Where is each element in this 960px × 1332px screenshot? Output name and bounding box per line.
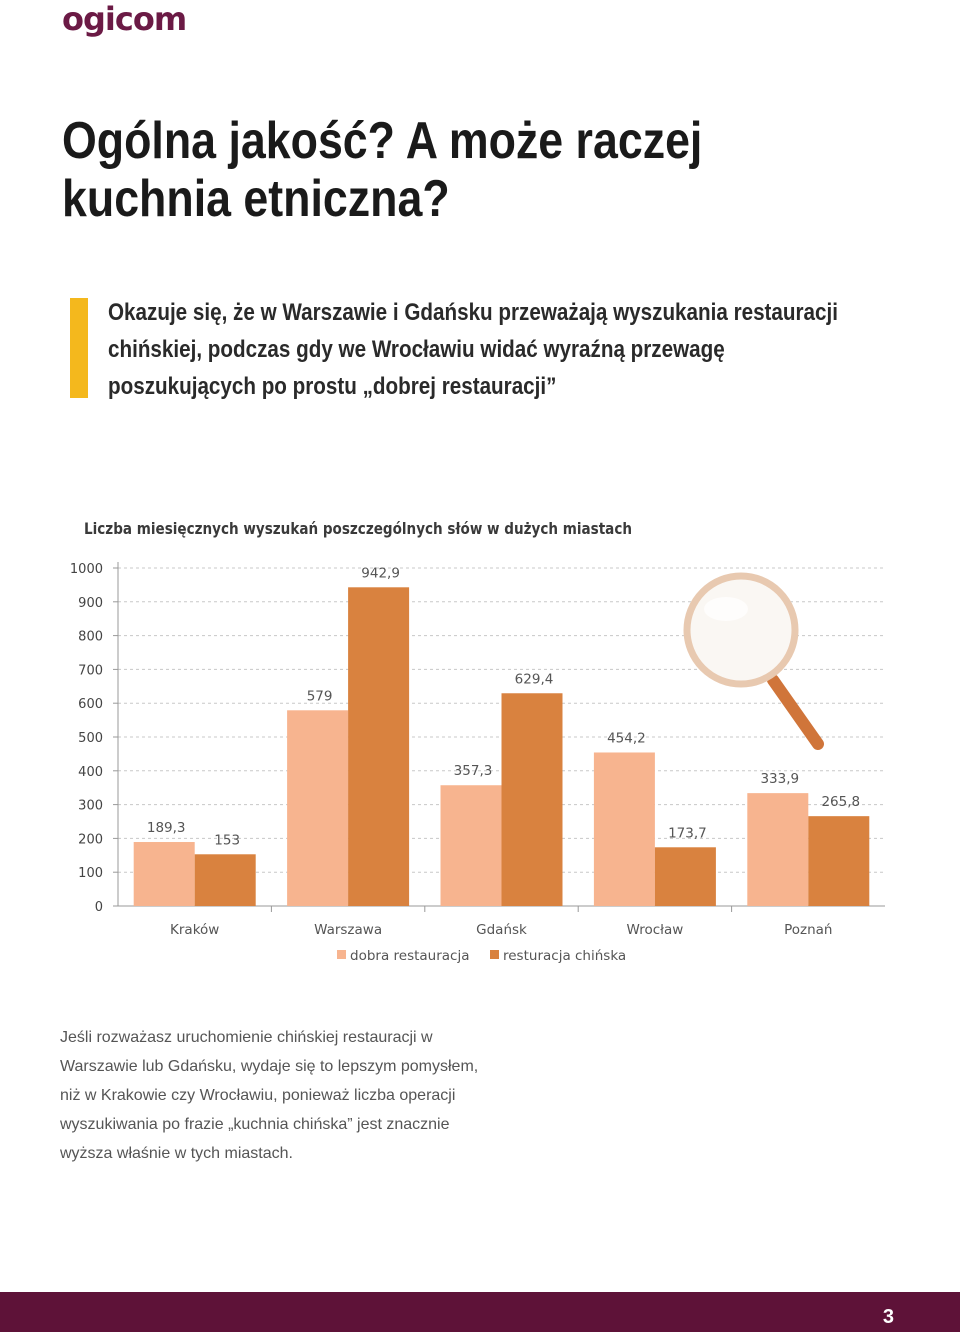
page-title: Ogólna jakość? A może raczej kuchnia etn… [62,112,703,228]
ogicom-logo: ogicom [62,0,187,38]
data-label: 153 [214,832,240,848]
magnifier-lens [683,572,799,688]
y-tick-label: 100 [78,866,103,881]
quote-accent-bar [70,298,88,398]
y-tick-label: 900 [78,596,103,611]
y-tick-label: 300 [78,799,103,814]
bar-dobra [133,842,195,906]
y-tick-label: 600 [78,697,103,712]
data-label: 265,8 [821,794,860,810]
data-label: 173,7 [668,825,707,841]
data-label: 942,9 [361,565,400,581]
data-label: 357,3 [454,763,493,779]
bar-dobra [440,785,502,906]
legend-label: dobra restauracja [350,948,470,964]
chart-svg: Liczba miesięcznych wyszukań poszczególn… [70,519,885,964]
y-tick-label: 700 [78,663,103,678]
bar-chinska [501,693,563,906]
body-paragraph: Jeśli rozważasz uruchomienie chińskiej r… [60,1029,479,1162]
x-tick-label: Warszawa [314,922,382,938]
bar-dobra [593,752,655,906]
magnifier-glint [704,597,748,621]
bar-chinska [808,816,870,906]
x-tick-label: Kraków [170,922,219,938]
x-tick-label: Poznań [784,922,832,938]
legend-label: resturacja chińska [503,948,626,964]
page-number: 3 [882,1306,894,1328]
y-tick-label: 0 [95,900,103,915]
data-label: 629,4 [515,671,554,687]
legend-swatch [490,950,499,959]
data-label: 454,2 [607,730,646,746]
y-tick-label: 1000 [70,562,103,577]
bar-dobra [287,710,349,906]
bar-chinska [654,847,716,906]
data-label: 579 [307,688,333,704]
chart-title: Liczba miesięcznych wyszukań poszczególn… [84,519,632,538]
x-tick-label: Wrocław [626,922,683,938]
data-label: 189,3 [147,820,186,836]
bar-chinska [194,854,256,906]
bar-chart: Liczba miesięcznych wyszukań poszczególn… [60,510,900,980]
magnifier-icon [683,572,824,750]
y-tick-label: 500 [78,731,103,746]
bar-dobra [747,793,809,906]
magnifier-handle [767,674,824,750]
x-tick-label: Gdańsk [476,922,527,938]
y-tick-label: 200 [78,832,103,847]
footer-bar: 3 [0,1292,960,1332]
data-label: 333,9 [760,771,799,787]
y-tick-label: 400 [78,765,103,780]
lead-paragraph: Okazuje się, że w Warszawie i Gdańsku pr… [108,299,838,400]
y-tick-label: 800 [78,630,103,645]
bar-chinska [348,587,410,906]
legend-swatch [337,950,346,959]
